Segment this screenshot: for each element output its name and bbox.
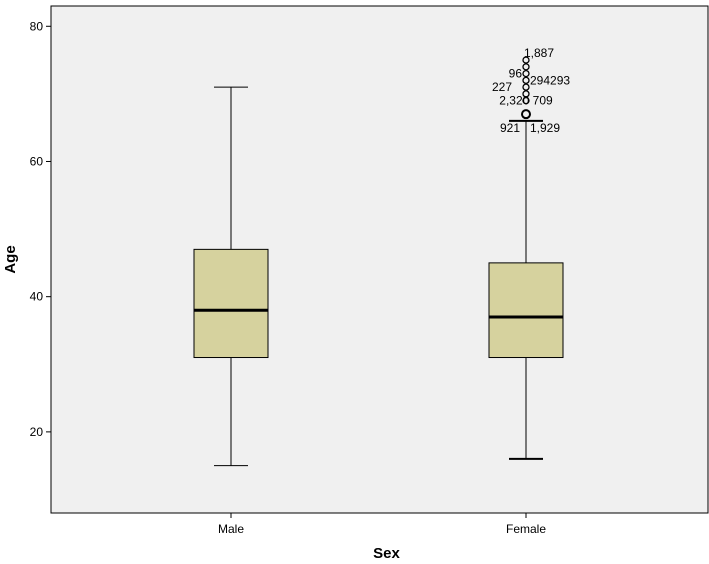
y-axis: 20 40 60 80 (30, 19, 51, 439)
outlier-label: 1,887 (524, 46, 554, 60)
outlier-label: 294293 (530, 73, 570, 87)
outlier-label: 921 (500, 121, 520, 135)
x-tick-label: Male (218, 522, 244, 536)
outlier-point (522, 63, 530, 71)
x-tick-label: Female (506, 522, 546, 536)
y-tick-label: 60 (30, 154, 44, 168)
outlier-point (522, 90, 530, 98)
outlier-label: 2,320 709 (499, 94, 553, 108)
boxes (193, 86, 564, 467)
outlier-point (521, 109, 531, 120)
y-axis-title: Age (2, 245, 19, 273)
plot-area (50, 5, 709, 514)
x-axis: Male Female (218, 513, 546, 536)
y-tick-label: 20 (30, 425, 44, 439)
outlier-point (522, 56, 530, 64)
box-male (193, 248, 269, 359)
outlier-point (522, 76, 530, 85)
y-tick-label: 80 (30, 19, 44, 33)
outlier-point (522, 83, 530, 91)
outlier-label: 1,929 (530, 121, 560, 135)
outlier-label: 96 (509, 67, 523, 81)
y-tick-label: 40 (30, 290, 44, 304)
x-axis-title: Sex (373, 545, 400, 562)
box-female (488, 262, 564, 359)
outlier-point (522, 96, 530, 105)
outlier-point (522, 69, 530, 78)
outlier-label: 227 (492, 80, 512, 94)
